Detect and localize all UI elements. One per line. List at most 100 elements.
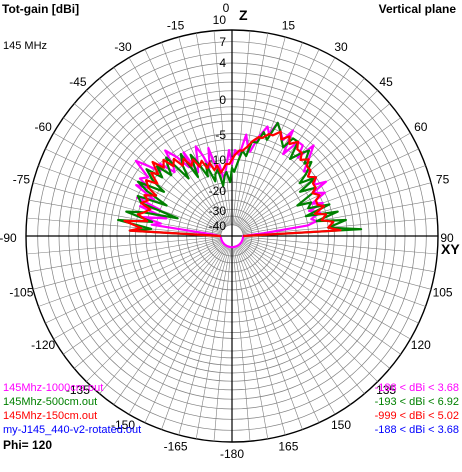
angle-label: -15 bbox=[167, 18, 185, 32]
range-500cm: -193 < dBi < 6.92 bbox=[374, 396, 459, 408]
angle-label: 60 bbox=[414, 120, 428, 134]
grid-spoke bbox=[241, 241, 411, 340]
angle-label: -60 bbox=[35, 120, 53, 134]
range-j145: -188 < dBi < 3.68 bbox=[374, 424, 459, 436]
gain-tick-label: 7 bbox=[219, 35, 226, 49]
angle-label: 0 bbox=[223, 1, 230, 15]
angle-label: -105 bbox=[9, 285, 33, 299]
grid-spoke bbox=[213, 247, 232, 442]
grid-spoke bbox=[113, 67, 226, 227]
phi-label: Phi= 120 bbox=[3, 438, 53, 452]
grid-spoke bbox=[238, 67, 351, 227]
grid-spoke bbox=[242, 182, 432, 234]
angle-label: -135 bbox=[66, 383, 90, 397]
grid-spoke bbox=[237, 57, 336, 227]
gain-tick-label: -5 bbox=[215, 128, 226, 142]
grid-spoke bbox=[242, 199, 435, 235]
grid-spoke bbox=[241, 117, 401, 230]
grid-spoke bbox=[128, 57, 227, 227]
range-1000cm: -188 < dBi < 3.68 bbox=[374, 382, 459, 394]
grid-spoke bbox=[240, 103, 390, 230]
grid-spoke bbox=[240, 242, 390, 369]
grid-spoke bbox=[241, 148, 419, 232]
legend-entry-1000cm: 145Mhz-1000cm.out bbox=[3, 382, 104, 394]
z-axis-label: Z bbox=[239, 7, 248, 23]
angle-label: 105 bbox=[433, 285, 453, 299]
angle-label: 45 bbox=[379, 75, 393, 89]
angle-label: -75 bbox=[13, 173, 31, 187]
grid-spoke bbox=[234, 246, 286, 436]
grid-spoke bbox=[63, 242, 223, 355]
grid-spoke bbox=[233, 246, 269, 439]
grid-spoke bbox=[29, 199, 222, 235]
grid-spoke bbox=[195, 246, 231, 439]
grid-spoke bbox=[45, 240, 223, 324]
grid-spoke bbox=[29, 237, 222, 273]
angle-label: 135 bbox=[376, 383, 396, 397]
grid-spoke bbox=[236, 49, 320, 227]
grid-spoke bbox=[45, 148, 223, 232]
gain-tick-label: -10 bbox=[209, 153, 227, 167]
gain-tick-label: -20 bbox=[209, 184, 227, 198]
grid-spoke bbox=[178, 36, 230, 226]
grid-spoke bbox=[239, 243, 378, 382]
grid-spoke bbox=[242, 239, 426, 307]
grid-spoke bbox=[144, 49, 228, 227]
grid-spoke bbox=[86, 90, 225, 229]
grid-spoke bbox=[241, 242, 401, 355]
grid-spoke bbox=[99, 244, 226, 394]
grid-spoke bbox=[235, 246, 303, 430]
angle-label: 75 bbox=[436, 173, 450, 187]
grid-spoke bbox=[74, 242, 224, 369]
angle-label: -120 bbox=[31, 338, 55, 352]
grid-spoke bbox=[237, 245, 336, 415]
grid-spoke bbox=[113, 245, 226, 405]
grid-spoke bbox=[195, 33, 231, 226]
grid-spoke bbox=[238, 244, 365, 394]
grid-spoke bbox=[26, 236, 221, 255]
angle-label: -90 bbox=[0, 231, 17, 245]
angle-label: 30 bbox=[334, 40, 348, 54]
angle-label: -180 bbox=[220, 447, 244, 461]
grid-spoke bbox=[26, 217, 221, 236]
angle-label: 120 bbox=[411, 338, 431, 352]
grid-spoke bbox=[232, 247, 251, 442]
gain-tick-label: 0 bbox=[219, 93, 226, 107]
legend-entry-500cm: 145Mhz-500cm.out bbox=[3, 396, 98, 408]
angle-label: 90 bbox=[440, 231, 454, 245]
grid-spoke bbox=[232, 30, 251, 225]
xy-axis-label: XY bbox=[441, 241, 460, 257]
gain-tick-label: -30 bbox=[209, 204, 227, 218]
grid-spoke bbox=[86, 243, 225, 382]
grid-spoke bbox=[99, 78, 226, 228]
grid-spoke bbox=[242, 165, 426, 233]
grid-spoke bbox=[243, 236, 438, 255]
grid-spoke bbox=[63, 117, 223, 230]
angle-label: -45 bbox=[69, 75, 87, 89]
legend-entry-j145: my-J145_440-v2-rotated.out bbox=[3, 424, 142, 436]
grid-spoke bbox=[178, 246, 230, 436]
plane-label: Vertical plane bbox=[378, 2, 456, 16]
grid-spoke bbox=[213, 30, 232, 225]
gain-tick-label: 10 bbox=[213, 13, 227, 27]
gain-tick-label: -40 bbox=[209, 219, 227, 233]
gain-tick-label: 4 bbox=[219, 56, 226, 70]
plot-title: Tot-gain [dBi] bbox=[2, 2, 80, 16]
angle-label: -150 bbox=[111, 418, 135, 432]
grid-spoke bbox=[233, 33, 269, 226]
grid-spoke bbox=[242, 237, 435, 273]
series-line-3 bbox=[123, 130, 342, 238]
grid-spoke bbox=[238, 245, 351, 405]
grid-spoke bbox=[53, 241, 223, 340]
grid-spoke bbox=[128, 245, 227, 415]
grid-spoke bbox=[236, 245, 320, 423]
grid-spoke bbox=[144, 245, 228, 423]
grid-spoke bbox=[161, 42, 229, 226]
grid-spoke bbox=[32, 182, 222, 234]
angle-label: 150 bbox=[331, 418, 351, 432]
frequency-label: 145 MHz bbox=[3, 40, 48, 52]
angle-label: 15 bbox=[282, 18, 296, 32]
grid-spoke bbox=[38, 165, 222, 233]
